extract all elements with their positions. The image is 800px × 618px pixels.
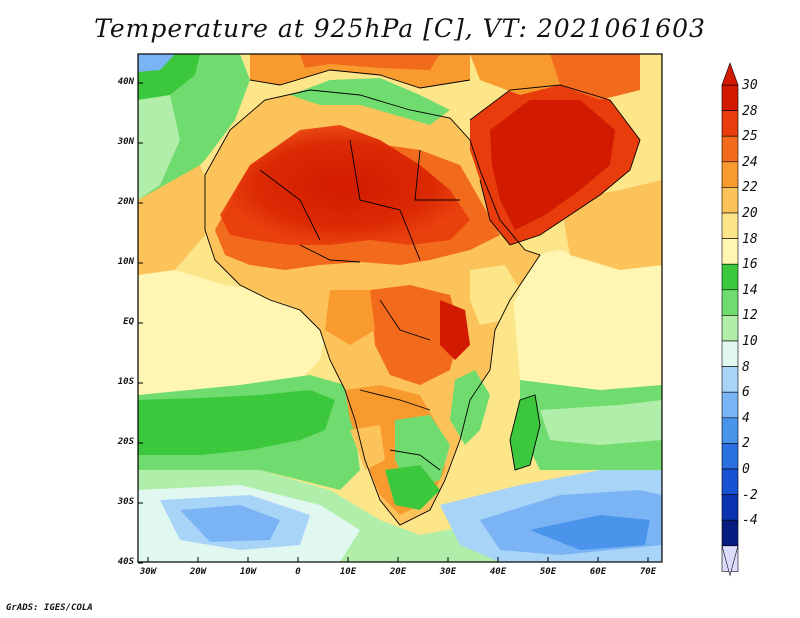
colorbar-label: -2 xyxy=(742,487,758,503)
colorbar-label: 18 xyxy=(742,231,758,247)
y-tick-label: 40N xyxy=(117,77,134,87)
colorbar-label: 24 xyxy=(742,154,758,170)
colorbar-label: 28 xyxy=(742,103,758,119)
colorbar-swatch xyxy=(721,161,739,188)
colorbar-swatch xyxy=(721,443,739,470)
colorbar-swatch xyxy=(721,417,739,444)
colorbar-swatch xyxy=(721,84,739,111)
colorbar-swatch xyxy=(721,315,739,342)
x-tick-label: 40E xyxy=(489,567,507,577)
colorbar-swatch xyxy=(721,366,739,393)
colorbar-swatch xyxy=(721,263,739,291)
y-tick-label: 10N xyxy=(117,257,134,267)
x-tick-label: 20E xyxy=(389,567,407,577)
map-frame xyxy=(137,53,663,563)
colorbar-label: 6 xyxy=(742,385,750,401)
x-tick-label: 30E xyxy=(439,567,457,577)
colorbar-swatch xyxy=(721,519,739,547)
colorbar-swatch xyxy=(721,135,739,163)
colorbar-swatch xyxy=(721,468,739,495)
y-tick-label: 20S xyxy=(117,437,134,447)
y-tick-label: 40S xyxy=(117,557,134,567)
colorbar xyxy=(721,62,739,577)
colorbar-swatch xyxy=(721,187,739,214)
colorbar-swatch xyxy=(721,110,739,137)
x-tick-label: 10W xyxy=(239,567,257,577)
colorbar-label: 22 xyxy=(742,180,758,196)
colorbar-top-arrow xyxy=(721,62,739,86)
colorbar-label: 2 xyxy=(742,436,750,452)
x-tick-label: 70E xyxy=(639,567,657,577)
colorbar-label: 20 xyxy=(742,206,758,221)
colorbar-label: 14 xyxy=(742,282,758,298)
y-tick-label: 10S xyxy=(117,377,134,387)
colorbar-label: 12 xyxy=(742,308,758,324)
colorbar-label: 4 xyxy=(742,410,750,426)
coastlines xyxy=(204,69,641,526)
x-tick-label: 20W xyxy=(189,567,207,577)
colorbar-swatch xyxy=(721,289,739,316)
x-tick-label: 60E xyxy=(589,567,607,577)
y-tick-label: 30N xyxy=(117,137,134,147)
colorbar-swatch xyxy=(721,340,739,367)
colorbar-swatch xyxy=(721,238,739,265)
colorbar-swatch xyxy=(721,494,739,521)
x-tick-label: 10E xyxy=(339,567,357,577)
x-tick-label: 30W xyxy=(139,567,157,577)
colorbar-label: 30 xyxy=(742,78,758,93)
colorbar-swatch xyxy=(721,391,739,419)
y-tick-label: EQ xyxy=(123,317,134,327)
x-tick-label: 0 xyxy=(295,567,301,577)
credit-text: GrADS: IGES/COLA xyxy=(6,603,93,613)
y-tick-label: 20N xyxy=(117,197,134,207)
temperature-field xyxy=(138,54,662,562)
colorbar-label: 0 xyxy=(742,462,750,477)
colorbar-label: -4 xyxy=(742,513,758,529)
x-tick-label: 50E xyxy=(539,567,557,577)
colorbar-label: 10 xyxy=(742,334,758,349)
y-tick-label: 30S xyxy=(117,497,134,507)
colorbar-label: 8 xyxy=(742,359,750,375)
colorbar-swatch xyxy=(721,212,739,239)
colorbar-label: 25 xyxy=(742,129,758,145)
map-title: Temperature at 925hPa [C], VT: 202106160… xyxy=(94,14,706,43)
colorbar-bottom-arrow xyxy=(721,545,739,577)
colorbar-label: 16 xyxy=(742,257,758,273)
